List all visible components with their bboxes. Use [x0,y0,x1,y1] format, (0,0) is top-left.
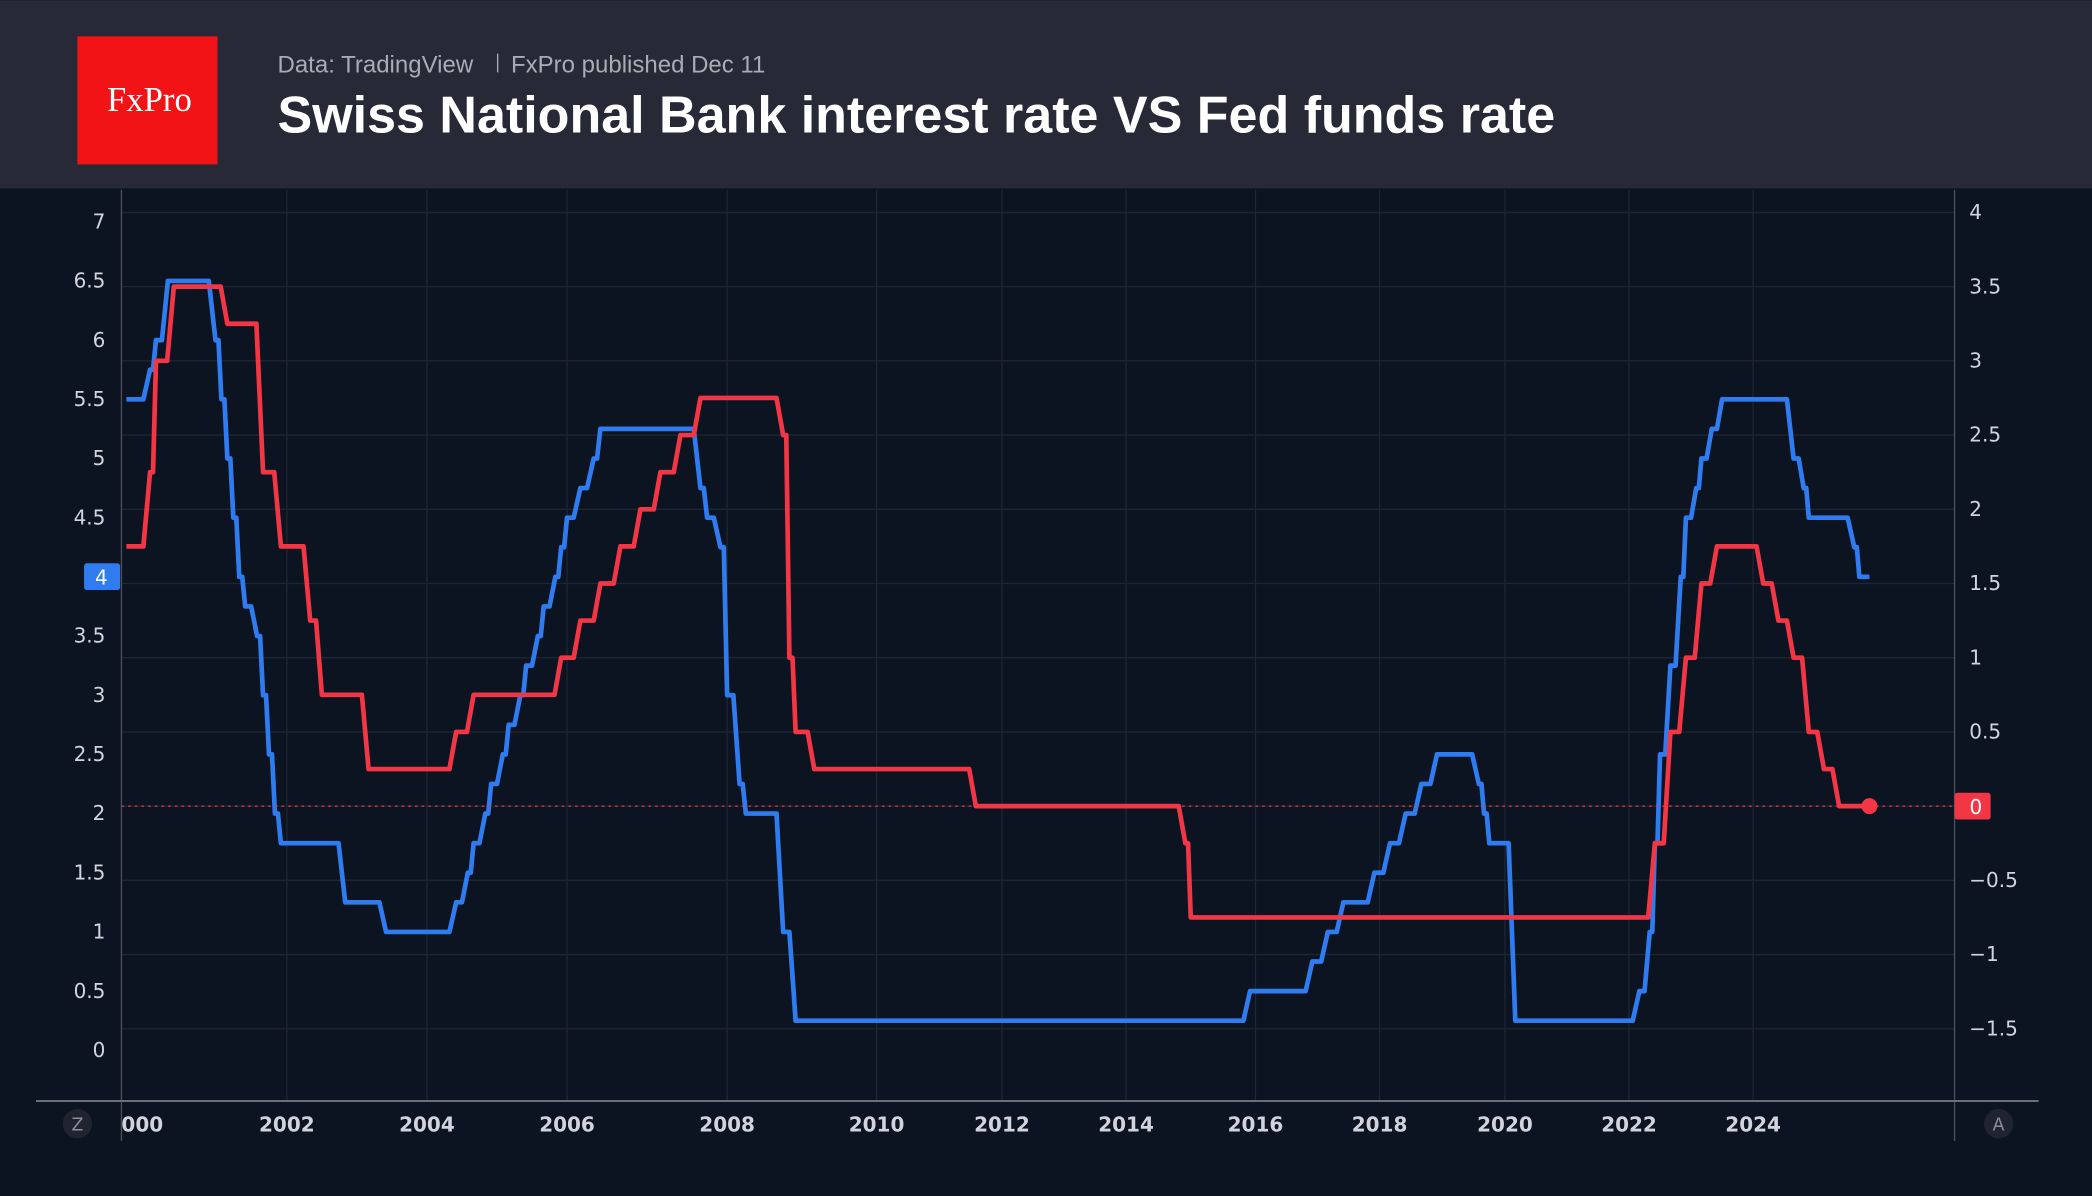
left-tick-label: 2 [93,801,106,825]
x-tick-label: 2002 [259,1113,315,1137]
snb-rate-line [126,284,1870,920]
left-tick-label: 1.5 [74,860,106,884]
x-tick-label: 2006 [539,1113,595,1137]
fed-last-value-badge [84,563,121,590]
header-bar [0,0,2092,189]
x-tick-label: 2016 [1228,1113,1284,1137]
left-tick-label: 7 [93,209,106,233]
left-tick-label: 5.5 [74,387,106,411]
zoom-button[interactable]: Z [62,1108,93,1139]
page-title: Swiss National Bank interest rate VS Fed… [278,86,1556,144]
left-tick-label: 3 [93,683,106,707]
left-tick-label: 0 [93,1038,106,1062]
left-tick-label: 5 [93,446,106,470]
left-tick-label: 6.5 [74,269,106,293]
auto-scale-button[interactable]: A [1983,1108,2014,1139]
left-tick-label: 4.5 [74,505,106,529]
x-tick-label: 2024 [1725,1113,1781,1137]
right-tick-label: −0.5 [1969,868,2018,892]
left-tick-label: 0.5 [74,979,106,1003]
left-tick-label: 6 [93,328,106,352]
x-tick-label: 2008 [699,1113,755,1137]
right-axis: −1.5 −1 −0.5 0.5 1 1.5 2 2.5 3 3.5 4 [1969,200,2018,1040]
data-source: Data: TradingView [278,51,474,78]
right-tick-label: 3 [1969,349,1982,373]
x-tick-label: 2014 [1098,1113,1154,1137]
x-tick-label: 2020 [1477,1113,1533,1137]
snb-last-value-badge [1954,792,1991,820]
fed-last-value: 4 [95,566,108,590]
right-tick-label: 2 [1969,497,1982,521]
x-tick-label: 2004 [399,1113,455,1137]
left-tick-label: 3.5 [74,624,106,648]
x-tick-label: 2022 [1601,1113,1657,1137]
right-tick-label: −1 [1969,942,1998,966]
left-tick-label: 1 [93,920,106,944]
fed-funds-rate-line [126,278,1870,1024]
right-tick-label: 1.5 [1969,571,2001,595]
right-tick-label: 3.5 [1969,274,2001,298]
series-layer [126,278,1878,1024]
time-axis[interactable]: 2002 2004 2006 2008 2010 2012 2014 2016 2018 2020… [121,1113,1781,1137]
svg-text:FxPro: FxPro [107,80,192,119]
right-tick-label: 4 [1969,200,1982,224]
fxpro-logo: FxPro [77,36,218,165]
right-tick-label: 0.5 [1969,720,2001,744]
right-tick-label: 2.5 [1969,423,2001,447]
left-tick-label: 2.5 [74,742,106,766]
svg-text:Z: Z [71,1115,83,1135]
x-tick-label: 2010 [849,1113,905,1137]
left-axis: 0 0.5 1 1.5 2 2.5 3 3.5 4.5 5 5.5 6 6.5 7 [74,209,106,1062]
right-tick-label: −1.5 [1969,1016,2018,1040]
x-tick-label: 2018 [1352,1113,1408,1137]
snb-last-value: 0 [1970,795,1983,819]
published-date: FxPro published Dec 11 [511,51,765,78]
grid [121,189,1955,1101]
right-tick-label: 1 [1969,645,1982,669]
x-tick-label: 2012 [974,1113,1030,1137]
svg-text:A: A [1993,1115,2005,1135]
x-tick-label: 000 [121,1113,163,1137]
